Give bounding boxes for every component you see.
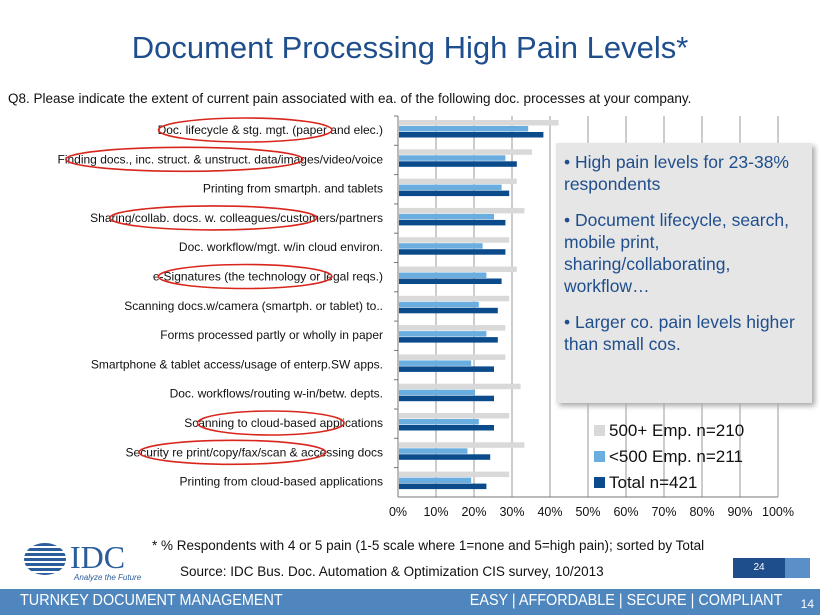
- legend-swatch: [594, 451, 605, 462]
- highlight-ellipse: [65, 146, 304, 173]
- idc-logo: IDC Analyze the Future: [22, 539, 142, 583]
- bar-small: [399, 331, 487, 337]
- highlight-ellipse: [157, 117, 333, 143]
- bar-small: [399, 213, 494, 220]
- bar-chart: 0% 10% 20% 30% 40% 50% 60% 70% 80% 90% 100% Doc. li…: [58, 115, 794, 519]
- category-label: Scanning docs.w/camera (smartph. or tabl…: [124, 299, 383, 313]
- legend: 500+ Emp. n=210 <500 Emp. n=211 Total n=…: [594, 418, 744, 496]
- callout-point: • Larger co. pain levels higher than sma…: [564, 312, 795, 354]
- bar-total: [399, 395, 494, 402]
- category-label: Printing from cloud-based applications: [180, 475, 383, 489]
- bar-small: [399, 126, 529, 132]
- globe-icon: [24, 543, 66, 575]
- legend-label: Total n=421: [609, 473, 698, 492]
- footer-brand: TURNKEY DOCUMENT MANAGEMENT: [20, 592, 283, 609]
- callout-point: • High pain levels for 23-38% respondent…: [564, 152, 789, 194]
- x-tick-label: 90%: [727, 505, 752, 519]
- x-tick-label: 70%: [651, 505, 676, 519]
- bar-total: [399, 132, 544, 138]
- bar-small: [399, 184, 502, 191]
- category-label: e-Signatures (the technology or legal re…: [153, 270, 383, 284]
- legend-swatch: [594, 425, 605, 436]
- bar-total: [399, 307, 498, 314]
- bar-large: [399, 295, 510, 302]
- x-tick-label: 80%: [689, 505, 714, 519]
- question-text: Q8. Please indicate the extent of curren…: [8, 91, 692, 106]
- slide-number-accent: [785, 558, 810, 578]
- bar-small: [399, 243, 483, 249]
- bar-small: [399, 360, 472, 366]
- bar-large: [399, 442, 525, 448]
- bar-total: [399, 454, 491, 460]
- bar-small: [399, 272, 487, 278]
- category-label: Forms processed partly or wholly in pape…: [160, 328, 383, 342]
- bar-total: [399, 278, 502, 284]
- bar-large: [399, 354, 506, 360]
- highlight-ellipse: [108, 205, 318, 231]
- bar-large: [399, 178, 517, 185]
- bar-total: [399, 249, 506, 255]
- bar-small: [399, 155, 506, 161]
- x-tick-label: 100%: [762, 505, 794, 519]
- bar-large: [399, 120, 559, 126]
- category-label: Finding docs., inc. struct. & unstruct. …: [58, 152, 384, 166]
- bar-total: [399, 366, 494, 372]
- footer-bar: TURNKEY DOCUMENT MANAGEMENT EASY | AFFOR…: [0, 589, 820, 615]
- logo-tagline: Analyze the Future: [74, 573, 142, 582]
- bar-total: [399, 161, 517, 167]
- bar-small: [399, 301, 479, 308]
- legend-item: 500+ Emp. n=210: [594, 418, 744, 444]
- bar-small: [399, 389, 475, 396]
- bar-total: [399, 425, 494, 431]
- highlight-ellipse: [157, 263, 333, 290]
- logo-text: IDC: [70, 539, 126, 575]
- bar-large: [399, 471, 510, 478]
- slide-title: Document Processing High Pain Levels*: [131, 30, 689, 65]
- callout-point: • Document lifecycle, search, mobile pri…: [564, 210, 789, 296]
- category-label: Printing from smartph. and tablets: [203, 182, 383, 196]
- footer-tagline: EASY | AFFORDABLE | SECURE | COMPLIANT: [469, 592, 782, 609]
- x-tick-label: 60%: [613, 505, 638, 519]
- bar-total: [399, 483, 487, 490]
- category-label: Smartphone & tablet access/usage of ente…: [91, 357, 383, 371]
- footnote: * % Respondents with 4 or 5 pain (1-5 sc…: [152, 538, 705, 553]
- legend-item: <500 Emp. n=211: [594, 444, 744, 470]
- category-label: Doc. workflows/routing w-in/betw. depts.: [170, 387, 383, 401]
- bar-total: [399, 219, 506, 226]
- x-tick-label: 10%: [423, 505, 448, 519]
- x-tick-label: 30%: [499, 505, 524, 519]
- source-text: Source: IDC Bus. Doc. Automation & Optim…: [180, 564, 604, 579]
- bar-large: [399, 149, 532, 155]
- bar-total: [399, 190, 510, 197]
- bar-large: [399, 207, 525, 214]
- bar-large: [399, 383, 521, 390]
- x-tick-label: 40%: [537, 505, 562, 519]
- bar-large: [399, 266, 517, 272]
- category-label: Sharing/collab. docs. w. colleagues/cust…: [90, 211, 383, 225]
- bar-large: [399, 237, 510, 243]
- bar-large: [399, 325, 506, 331]
- x-tick-label: 50%: [575, 505, 600, 519]
- slide-number: 24: [733, 558, 785, 578]
- page-number: 14: [800, 597, 814, 611]
- category-label: Doc. workflow/mgt. w/in cloud environ.: [179, 240, 383, 254]
- bar-total: [399, 337, 498, 343]
- legend-item: Total n=421: [594, 470, 744, 496]
- callout-box: • High pain levels for 23-38% respondent…: [556, 143, 812, 403]
- category-label: Doc. lifecycle & stg. mgt. (paper and el…: [158, 123, 383, 137]
- bar-small: [399, 477, 472, 484]
- category-label: Scanning to cloud-based applications: [184, 416, 383, 430]
- legend-label: 500+ Emp. n=210: [609, 421, 745, 440]
- category-label: Security re print/copy/fax/scan & access…: [126, 445, 383, 459]
- highlight-ellipse: [138, 439, 327, 466]
- highlight-ellipse: [196, 410, 345, 436]
- legend-label: <500 Emp. n=211: [609, 447, 743, 466]
- bar-large: [399, 413, 510, 419]
- bar-small: [399, 448, 468, 454]
- x-tick-label: 0%: [389, 505, 407, 519]
- legend-swatch: [594, 477, 605, 488]
- x-tick-label: 20%: [461, 505, 486, 519]
- bar-small: [399, 419, 479, 425]
